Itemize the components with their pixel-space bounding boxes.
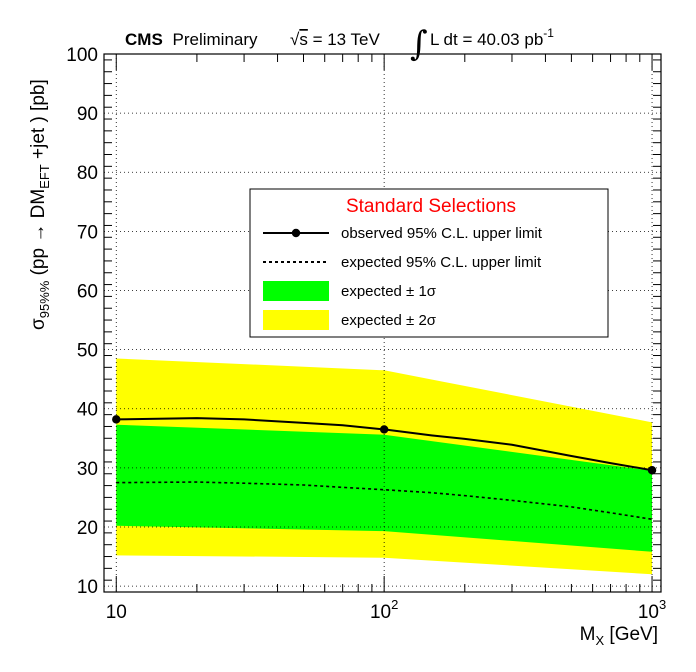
header-lumi: L dt = 40.03 pb-1 xyxy=(430,26,554,49)
limit-curves xyxy=(112,415,657,521)
lumi-text: L dt = 40.03 pb xyxy=(430,30,543,49)
y-tick-label: 30 xyxy=(77,459,98,480)
header-status: Preliminary xyxy=(173,30,259,49)
legend-1sigma-swatch xyxy=(263,281,329,301)
y-axis-title-p1: (pp → DM xyxy=(28,189,49,281)
y-axis-title-p1-sub: EFT xyxy=(37,164,52,189)
y-axis-ticks: 10 20 30 40 50 60 70 80 90 100 xyxy=(66,45,661,598)
legend: Standard Selections observed 95% C.L. up… xyxy=(249,188,609,338)
legend-observed-label: observed 95% C.L. upper limit xyxy=(341,225,543,242)
y-axis-title-sigma: σ xyxy=(28,318,49,330)
y-tick-label: 20 xyxy=(77,518,98,539)
y-tick-label: 10 xyxy=(77,577,98,598)
x-axis-title-main: M xyxy=(580,624,596,645)
y-tick-label: 60 xyxy=(77,281,98,302)
observed-limit-line xyxy=(116,417,653,472)
x-axis-title-sub: X xyxy=(595,633,604,648)
energy-value: = 13 TeV xyxy=(308,30,381,49)
header-energy: √s = 13 TeV xyxy=(290,30,380,49)
y-axis-title-p2: +jet ) [pb] xyxy=(28,79,49,164)
lumi-integral: ∫ xyxy=(410,24,428,64)
x-tick-label: 10 xyxy=(106,602,127,623)
plot-border xyxy=(103,53,662,593)
observed-marker xyxy=(379,425,389,434)
legend-2sigma-label: expected ± 2σ xyxy=(341,312,437,329)
legend-observed-marker xyxy=(291,228,301,238)
energy-var: s xyxy=(299,30,308,49)
y-tick-label: 70 xyxy=(77,222,98,243)
x-axis-ticks: 10 102 103 xyxy=(103,54,666,623)
header: CMS Preliminary xyxy=(125,30,258,49)
y-tick-label: 50 xyxy=(77,341,98,362)
x-axis-title-unit: [GeV] xyxy=(604,624,658,645)
observed-marker xyxy=(647,466,657,475)
sqrt-symbol: √ xyxy=(290,30,300,49)
header-experiment: CMS xyxy=(125,30,163,49)
legend-2sigma-swatch xyxy=(263,310,329,330)
x-tick-label: 103 xyxy=(638,597,666,623)
plot-frame xyxy=(103,53,662,593)
observed-marker xyxy=(112,415,121,424)
y-tick-label: 100 xyxy=(66,45,98,66)
x-axis-title: MX [GeV] xyxy=(580,624,658,648)
y-tick-label: 90 xyxy=(77,104,98,125)
y-axis-title-sigma-sub: 95%% xyxy=(37,280,52,318)
expected-limit-line xyxy=(116,481,653,521)
y-axis-title: σ95%% (pp → DMEFT +jet ) [pb] xyxy=(28,79,52,330)
legend-1sigma-label: expected ± 1σ xyxy=(341,283,437,300)
x-tick-label: 102 xyxy=(370,597,398,623)
y-tick-label: 80 xyxy=(77,163,98,184)
legend-title: Standard Selections xyxy=(346,196,516,217)
legend-expected-label: expected 95% C.L. upper limit xyxy=(341,254,542,271)
band-1sigma xyxy=(116,424,653,552)
lumi-exp: -1 xyxy=(543,26,554,40)
y-tick-label: 40 xyxy=(77,400,98,421)
